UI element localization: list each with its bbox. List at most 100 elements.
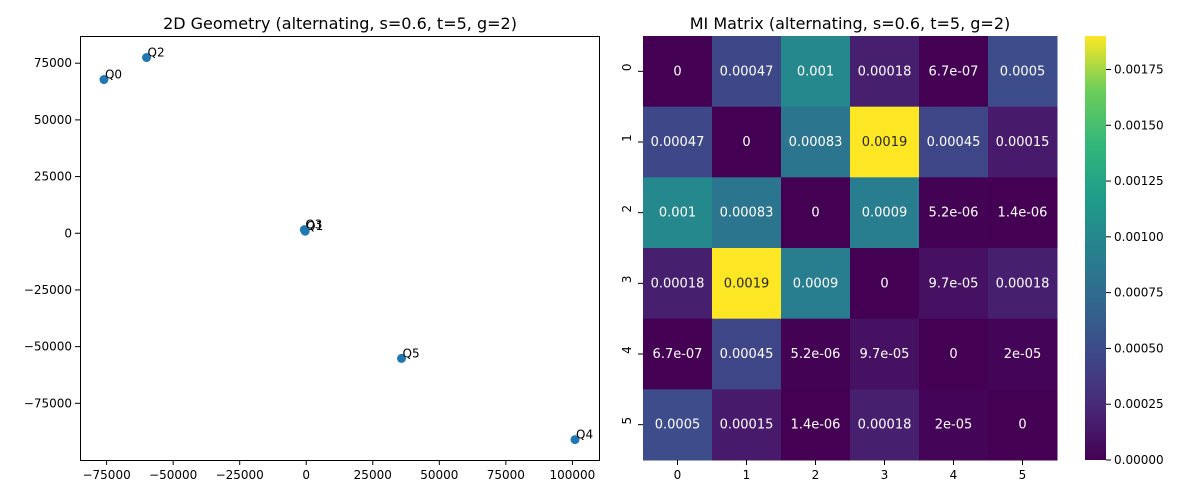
- heatmap-cell: [781, 106, 851, 178]
- colorbar-tick-label: 0.00125: [1114, 174, 1164, 188]
- y-tick-label: 50000: [34, 113, 72, 127]
- cell-annotation: 0.00018: [858, 418, 912, 433]
- cell-annotation: 0.001: [659, 206, 696, 221]
- x-tick-label: 5: [1019, 468, 1027, 482]
- colorbar-tick-label: 0.00075: [1114, 286, 1164, 300]
- cell-annotation: 0.0019: [724, 276, 770, 291]
- heatmap-cell: [850, 248, 920, 320]
- x-tick-label: −25000: [216, 468, 264, 482]
- colorbar-tick-label: 0.00000: [1114, 453, 1164, 467]
- heatmap-cell: [850, 389, 920, 461]
- x-tick-label: 0: [674, 468, 682, 482]
- cell-annotation: 0.00083: [789, 135, 843, 150]
- heatmap-cell: [712, 106, 782, 178]
- scatter-point: [99, 75, 109, 85]
- heatmap-cell: [850, 318, 920, 390]
- heatmap-cell: [643, 177, 713, 249]
- cell-annotation: 0.00083: [720, 206, 774, 221]
- colorbar-tick-label: 0.00150: [1114, 118, 1164, 132]
- x-tick-label: 50000: [420, 468, 458, 482]
- cell-annotation: 0.001: [797, 64, 834, 79]
- y-tick-label: 25000: [34, 170, 72, 184]
- heatmap-ticks: 0 1 2 3 4 5 0 1 2 3 4 5: [620, 64, 1026, 482]
- cell-annotation: 6.7e-07: [653, 347, 703, 362]
- cell-annotation: 5.2e-06: [929, 206, 979, 221]
- cell-annotation: 0: [949, 347, 957, 362]
- y-tick-label: −75000: [24, 396, 72, 410]
- heatmap-cells: 0 0.00047 0.001 0.00018 6.7e-07 0.0005 0.00047…: [643, 36, 1058, 461]
- heatmap-cell: [988, 318, 1058, 390]
- heatmap-cell: [643, 106, 713, 178]
- heatmap-cell: [781, 177, 851, 249]
- heatmap-cell: [988, 106, 1058, 178]
- cell-annotation: 0: [1018, 418, 1026, 433]
- x-tick-label: 1: [743, 468, 751, 482]
- heatmap-cell: [643, 389, 713, 461]
- cell-annotation: 1.4e-06: [998, 206, 1048, 221]
- colorbar: 0.00000 0.00025 0.00050 0.00075 0.00100 0.001…: [1085, 36, 1164, 467]
- cell-annotation: 0.0019: [862, 135, 908, 150]
- scatter-axes-ticks: −75000 −50000 −25000 0 25000 50000 75000 100000…: [24, 56, 596, 482]
- heatmap-cell: [919, 318, 989, 390]
- y-tick-label: 0: [620, 64, 634, 72]
- scatter-plot-frame: [80, 36, 600, 461]
- y-tick-label: 0: [64, 226, 72, 240]
- scatter-points: Q0 Q1 Q2 Q3 Q4 Q5: [99, 46, 593, 445]
- point-label: Q0: [105, 68, 122, 82]
- cell-annotation: 0.0009: [862, 206, 908, 221]
- x-tick-label: 75000: [487, 468, 525, 482]
- cell-annotation: 0.00018: [651, 276, 705, 291]
- heatmap-cell: [919, 248, 989, 320]
- colorbar-tick-label: 0.00175: [1114, 62, 1164, 76]
- heatmap-cell: [781, 389, 851, 461]
- x-tick-label: 0: [302, 468, 310, 482]
- heatmap-cell: [988, 389, 1058, 461]
- cell-annotation: 0: [811, 206, 819, 221]
- cell-annotation: 0.00047: [720, 64, 774, 79]
- heatmap-cell: [712, 389, 782, 461]
- heatmap-cell: [850, 177, 920, 249]
- heatmap-cell: [850, 106, 920, 178]
- cell-annotation: 0.0005: [1000, 64, 1046, 79]
- x-tick-label: 3: [881, 468, 889, 482]
- heatmap-cell: [919, 389, 989, 461]
- x-tick-label: 4: [950, 468, 958, 482]
- y-tick-label: 3: [620, 276, 634, 284]
- heatmap-cell: [919, 106, 989, 178]
- heatmap-cell: [850, 36, 920, 108]
- point-label: Q5: [403, 346, 420, 360]
- scatter-point: [570, 435, 580, 445]
- cell-annotation: 0.00018: [996, 276, 1050, 291]
- point-label: Q3: [305, 218, 322, 232]
- x-tick-label: 100000: [549, 468, 595, 482]
- heatmap-cell: [919, 177, 989, 249]
- x-tick-label: −75000: [82, 468, 130, 482]
- scatter-point: [142, 53, 152, 63]
- cell-annotation: 2e-05: [1004, 347, 1042, 362]
- y-tick-label: −25000: [24, 283, 72, 297]
- point-label: Q4: [576, 428, 593, 442]
- heatmap-cell: [919, 36, 989, 108]
- scatter-point: [299, 225, 309, 235]
- cell-annotation: 6.7e-07: [929, 64, 979, 79]
- colorbar-tick-label: 0.00025: [1114, 397, 1164, 411]
- cell-annotation: 0: [742, 135, 750, 150]
- heatmap-cell: [988, 36, 1058, 108]
- y-tick-label: 75000: [34, 56, 72, 70]
- cell-annotation: 0.00045: [927, 135, 981, 150]
- heatmap-cell: [643, 36, 713, 108]
- heatmap-cell: [781, 318, 851, 390]
- heatmap-cell: [712, 36, 782, 108]
- cell-annotation: 0.0009: [793, 276, 839, 291]
- heatmap-cell: [988, 248, 1058, 320]
- x-tick-label: 25000: [354, 468, 392, 482]
- scatter-chart: 2D Geometry (alternating, s=0.6, t=5, g=…: [24, 14, 600, 482]
- colorbar-ticks: 0.00000 0.00025 0.00050 0.00075 0.00100 0.001…: [1106, 62, 1164, 467]
- heatmap-cell: [712, 318, 782, 390]
- heatmap-cell: [781, 36, 851, 108]
- colorbar-gradient: [1085, 36, 1106, 460]
- cell-annotation: 0: [880, 276, 888, 291]
- y-tick-label: 5: [620, 417, 634, 425]
- x-tick-label: −50000: [149, 468, 197, 482]
